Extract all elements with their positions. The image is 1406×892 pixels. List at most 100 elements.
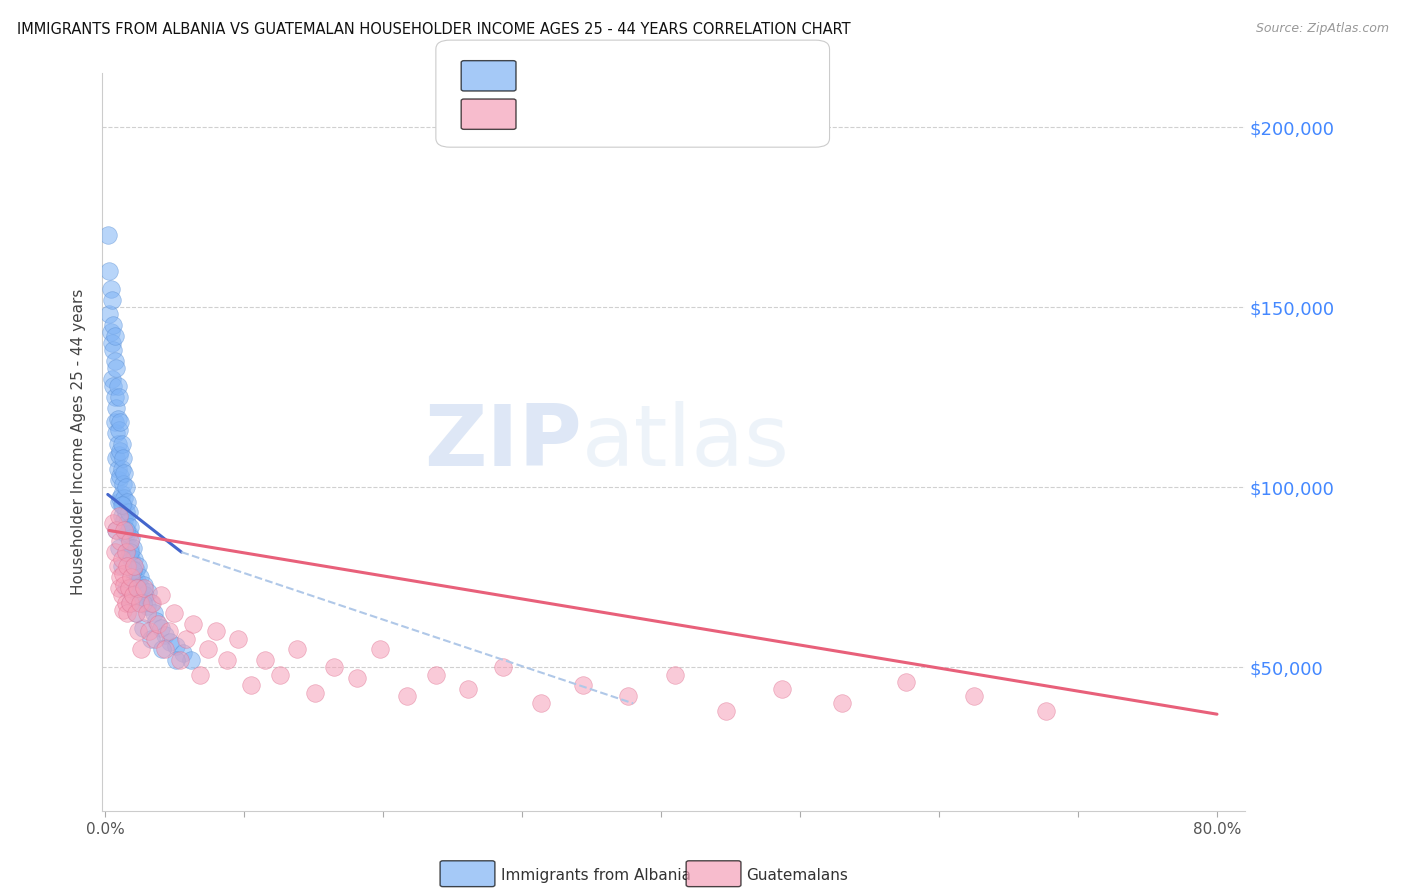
- Point: [118, 595, 141, 609]
- Point: [108, 448, 131, 462]
- Point: [304, 685, 326, 699]
- Point: [1035, 704, 1057, 718]
- Point: [105, 426, 128, 441]
- Point: [716, 704, 738, 718]
- Point: [153, 642, 176, 657]
- Point: [131, 621, 153, 635]
- Point: [114, 466, 136, 480]
- Point: [136, 584, 159, 599]
- Point: [124, 584, 146, 599]
- Point: [129, 642, 152, 657]
- Point: [122, 574, 145, 588]
- Point: [104, 329, 127, 343]
- Point: [131, 595, 153, 609]
- Point: [122, 559, 145, 574]
- Point: [107, 462, 129, 476]
- Point: [114, 491, 136, 505]
- Point: [121, 563, 143, 577]
- Point: [112, 603, 135, 617]
- Point: [107, 437, 129, 451]
- Point: [111, 552, 134, 566]
- Point: [110, 444, 132, 458]
- Point: [135, 607, 157, 621]
- Point: [111, 559, 134, 574]
- Point: [425, 667, 447, 681]
- Point: [239, 678, 262, 692]
- Point: [269, 667, 291, 681]
- Point: [165, 653, 187, 667]
- Point: [124, 607, 146, 621]
- Point: [120, 552, 142, 566]
- Point: [101, 293, 124, 307]
- Point: [831, 697, 853, 711]
- Point: [457, 681, 479, 696]
- Point: [112, 498, 135, 512]
- Point: [105, 524, 128, 538]
- Point: [121, 563, 143, 577]
- Point: [139, 632, 162, 646]
- Point: [146, 617, 169, 632]
- Point: [572, 678, 595, 692]
- Point: [124, 607, 146, 621]
- Point: [150, 642, 173, 657]
- Point: [111, 509, 134, 524]
- Point: [104, 416, 127, 430]
- Point: [108, 581, 131, 595]
- Point: [101, 372, 124, 386]
- Point: [107, 379, 129, 393]
- Point: [111, 487, 134, 501]
- Point: [180, 653, 202, 667]
- Point: [112, 476, 135, 491]
- Point: [115, 494, 138, 508]
- Point: [108, 473, 131, 487]
- Point: [115, 524, 138, 538]
- Text: IMMIGRANTS FROM ALBANIA VS GUATEMALAN HOUSEHOLDER INCOME AGES 25 - 44 YEARS CORR: IMMIGRANTS FROM ALBANIA VS GUATEMALAN HO…: [17, 22, 851, 37]
- Point: [103, 516, 125, 531]
- Point: [110, 416, 132, 430]
- Point: [104, 545, 127, 559]
- Point: [98, 264, 121, 278]
- Point: [127, 624, 149, 639]
- Point: [253, 653, 276, 667]
- Point: [163, 607, 186, 621]
- Point: [963, 689, 986, 703]
- Point: [149, 621, 172, 635]
- Point: [128, 570, 150, 584]
- Point: [530, 697, 553, 711]
- Point: [117, 527, 139, 541]
- Point: [157, 624, 180, 639]
- Point: [105, 524, 128, 538]
- Point: [142, 607, 165, 621]
- Point: [107, 559, 129, 574]
- Point: [395, 689, 418, 703]
- Point: [149, 588, 172, 602]
- Point: [108, 390, 131, 404]
- Point: [105, 361, 128, 376]
- Point: [98, 307, 121, 321]
- Point: [118, 545, 141, 559]
- Point: [111, 437, 134, 451]
- Point: [169, 653, 191, 667]
- Point: [115, 607, 138, 621]
- Point: [217, 653, 239, 667]
- Point: [110, 491, 132, 505]
- Point: [100, 282, 122, 296]
- Point: [159, 635, 181, 649]
- Point: [125, 581, 148, 595]
- Point: [127, 581, 149, 595]
- Point: [125, 581, 148, 595]
- Point: [114, 513, 136, 527]
- Point: [108, 423, 131, 437]
- Point: [145, 614, 167, 628]
- Point: [110, 570, 132, 584]
- Point: [107, 412, 129, 426]
- Point: [135, 599, 157, 614]
- Point: [108, 541, 131, 556]
- Point: [115, 516, 138, 531]
- Point: [110, 469, 132, 483]
- Point: [115, 506, 138, 520]
- Point: [115, 545, 138, 559]
- Text: N = 69: N = 69: [668, 106, 725, 120]
- Point: [172, 646, 194, 660]
- Point: [100, 326, 122, 340]
